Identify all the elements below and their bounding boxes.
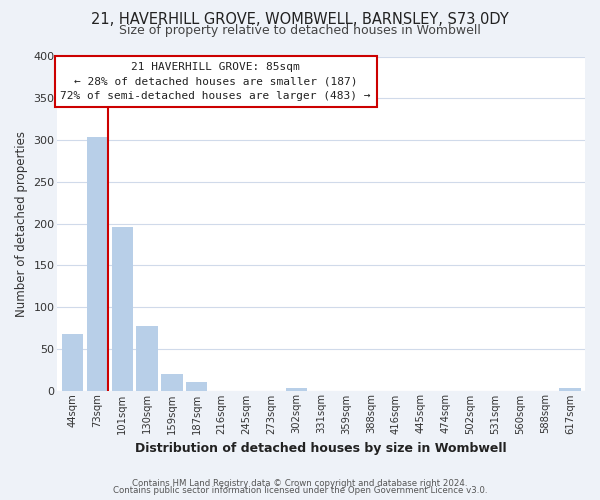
Bar [136, 326, 158, 390]
X-axis label: Distribution of detached houses by size in Wombwell: Distribution of detached houses by size … [136, 442, 507, 455]
Bar [86, 138, 108, 390]
Text: 21, HAVERHILL GROVE, WOMBWELL, BARNSLEY, S73 0DY: 21, HAVERHILL GROVE, WOMBWELL, BARNSLEY,… [91, 12, 509, 28]
Bar [559, 388, 581, 390]
Y-axis label: Number of detached properties: Number of detached properties [15, 130, 28, 316]
Text: Contains HM Land Registry data © Crown copyright and database right 2024.: Contains HM Land Registry data © Crown c… [132, 478, 468, 488]
Text: 21 HAVERHILL GROVE: 85sqm
← 28% of detached houses are smaller (187)
72% of semi: 21 HAVERHILL GROVE: 85sqm ← 28% of detac… [61, 62, 371, 101]
Bar [286, 388, 307, 390]
Bar [186, 382, 208, 390]
Text: Size of property relative to detached houses in Wombwell: Size of property relative to detached ho… [119, 24, 481, 37]
Bar [62, 334, 83, 390]
Text: Contains public sector information licensed under the Open Government Licence v3: Contains public sector information licen… [113, 486, 487, 495]
Bar [112, 227, 133, 390]
Bar [161, 374, 182, 390]
